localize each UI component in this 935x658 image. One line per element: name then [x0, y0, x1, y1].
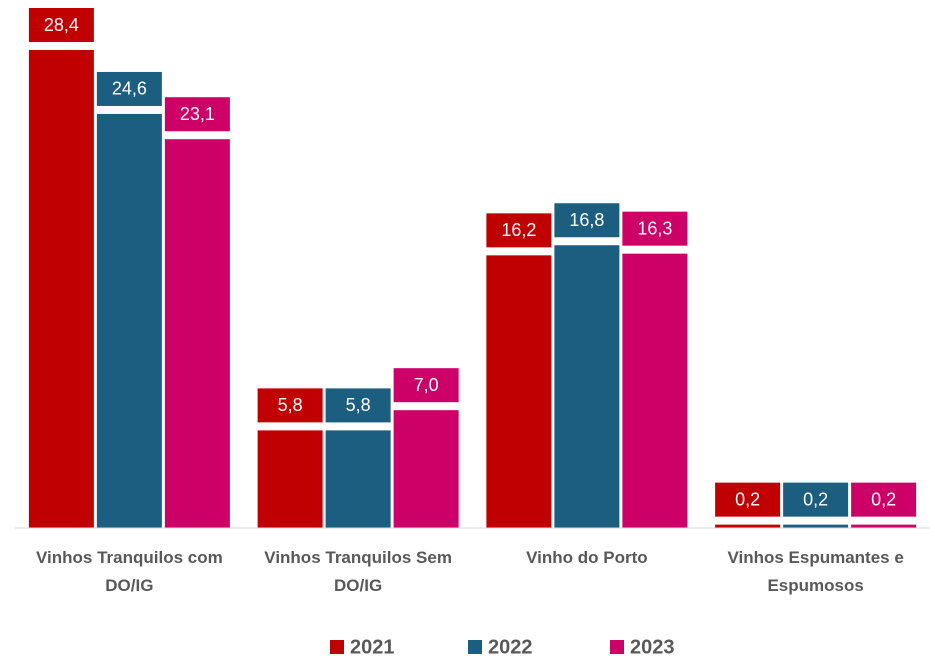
- bar: [28, 50, 94, 528]
- data-label: 16,3: [637, 218, 672, 238]
- data-label: 0,2: [803, 489, 828, 509]
- data-label-box: [851, 482, 917, 517]
- bar: [325, 430, 391, 528]
- bar: [96, 113, 162, 528]
- data-label: 16,8: [569, 210, 604, 230]
- legend-label: 2021: [350, 636, 395, 658]
- bar: [851, 524, 917, 528]
- bar: [257, 430, 323, 528]
- data-label: 7,0: [414, 375, 439, 395]
- data-label-box: [164, 97, 230, 132]
- x-tick-label: Vinhos Tranquilos com DO/IG: [36, 548, 223, 595]
- data-label-box: [715, 482, 781, 517]
- bar: [783, 524, 849, 528]
- x-label-box: Vinhos Tranquilos Sem DO/IG: [264, 548, 452, 595]
- x-label-box: Vinhos Espumantes e Espumosos: [727, 548, 904, 595]
- data-label: 24,6: [112, 79, 147, 99]
- data-label: 28,4: [44, 15, 79, 35]
- legend-swatch: [468, 640, 482, 654]
- data-label-box: [257, 388, 323, 423]
- legend-label: 2022: [488, 636, 533, 658]
- x-tick-label: Vinho do Porto: [526, 548, 648, 567]
- data-label-box: [622, 211, 688, 246]
- bar: [486, 255, 552, 529]
- data-label-box: [28, 8, 94, 42]
- data-label-box: [96, 71, 162, 106]
- bar: [393, 410, 459, 528]
- x-label-box: Vinho do Porto: [526, 548, 648, 567]
- legend-swatch: [330, 640, 344, 654]
- data-label-box: [554, 203, 620, 238]
- data-label: 5,8: [278, 395, 303, 415]
- bar: [554, 245, 620, 528]
- data-label: 0,2: [871, 489, 896, 509]
- data-label: 16,2: [501, 220, 536, 240]
- data-label-box: [393, 368, 459, 403]
- bar: [715, 524, 781, 528]
- data-label-box: [783, 482, 849, 517]
- x-tick-label: Vinhos Tranquilos Sem DO/IG: [264, 548, 452, 595]
- legend-swatch: [610, 640, 624, 654]
- data-label: 0,2: [735, 489, 760, 509]
- data-label: 23,1: [180, 104, 215, 124]
- data-label-box: [325, 388, 391, 423]
- bar: [622, 253, 688, 529]
- bar: [164, 139, 230, 528]
- x-tick-label: Vinhos Espumantes e Espumosos: [727, 548, 904, 595]
- data-label: 5,8: [346, 395, 371, 415]
- legend-label: 2023: [630, 636, 675, 658]
- data-label-box: [486, 213, 552, 248]
- x-label-box: Vinhos Tranquilos com DO/IG: [36, 548, 223, 595]
